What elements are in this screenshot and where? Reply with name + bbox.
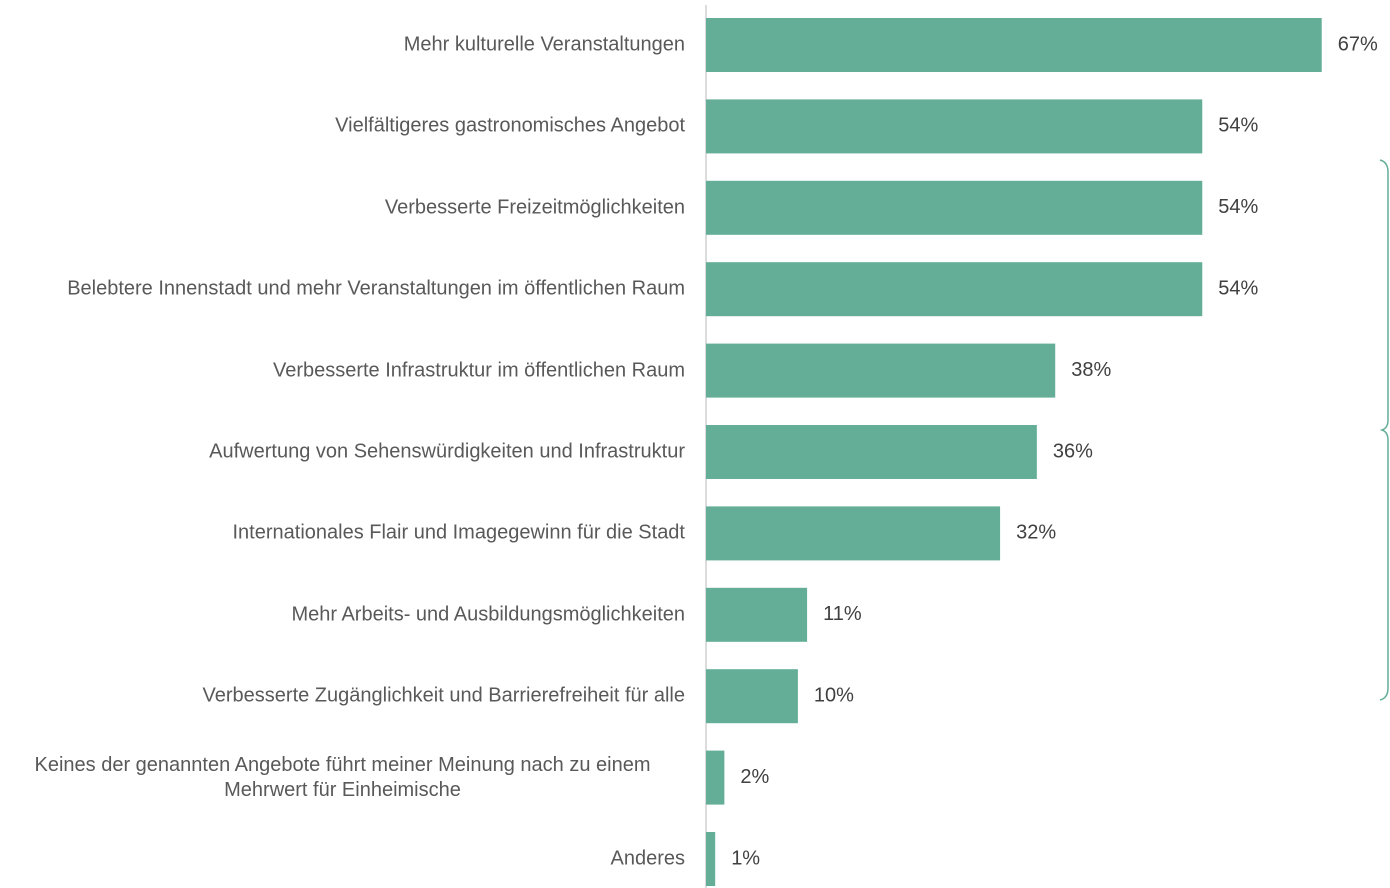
bar	[706, 99, 1203, 154]
value-label: 54%	[1218, 115, 1258, 137]
bar	[706, 832, 716, 886]
bar	[706, 425, 1037, 479]
bar	[706, 18, 1322, 72]
category-label: Internationales Flair und Imagegewinn fü…	[232, 521, 686, 544]
bar	[706, 506, 1001, 561]
bracket	[1379, 159, 1389, 701]
value-label: 1%	[731, 847, 760, 869]
value-label: 36%	[1053, 440, 1093, 462]
bar	[706, 343, 1056, 398]
category-label: Keines der genannten Angebote führt mein…	[34, 753, 651, 801]
value-label: 54%	[1218, 277, 1258, 299]
category-label: Aufwertung von Sehenswürdigkeiten und In…	[209, 440, 685, 463]
bar	[706, 262, 1203, 317]
category-label: Verbesserte Zugänglichkeit und Barrieref…	[202, 684, 685, 707]
category-label: Mehr Arbeits- und Ausbildungsmöglichkeit…	[291, 603, 685, 626]
bar	[706, 180, 1203, 235]
bar	[706, 750, 725, 805]
category-label: Verbesserte Infrastruktur im öffentliche…	[272, 359, 685, 382]
value-label: 67%	[1338, 33, 1378, 55]
category-label: Vielfältigeres gastronomisches Angebot	[335, 114, 685, 137]
bar	[706, 669, 798, 724]
category-label: Anderes	[610, 847, 686, 870]
category-label: Verbesserte Freizeitmöglichkeiten	[384, 196, 685, 219]
value-label: 32%	[1016, 522, 1056, 544]
value-label: 2%	[740, 766, 769, 788]
value-label: 11%	[823, 603, 862, 625]
category-label: Mehr kulturelle Veranstaltungen	[403, 33, 685, 56]
bar	[706, 587, 808, 642]
category-label: Belebtere Innenstadt und mehr Veranstalt…	[67, 277, 685, 300]
value-label: 54%	[1218, 196, 1258, 218]
value-label: 38%	[1071, 359, 1111, 381]
value-label: 10%	[814, 684, 854, 706]
